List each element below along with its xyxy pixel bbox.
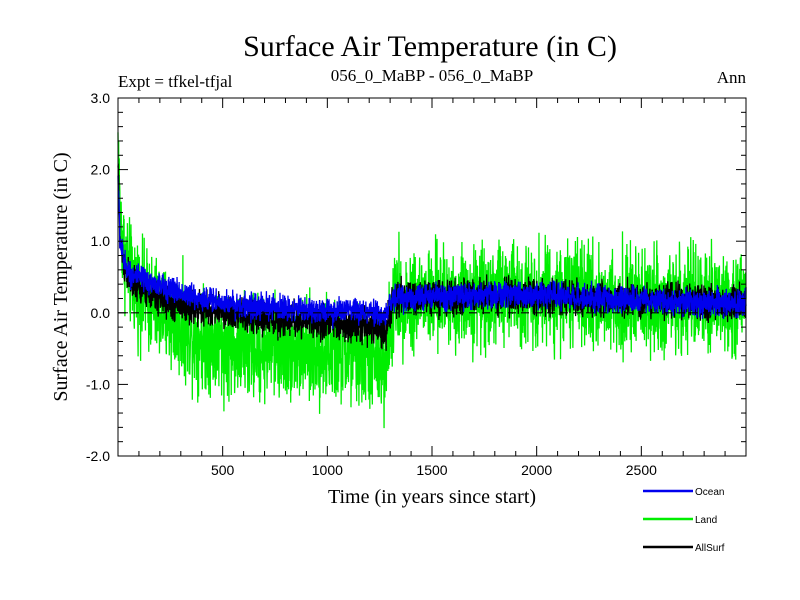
legend-label-allsurf: AllSurf [695,543,725,554]
center-subtitle: 056_0_MaBP - 056_0_MaBP [331,66,533,85]
x-tick-label: 500 [211,462,235,478]
right-subtitle: Ann [717,68,747,87]
y-tick-label: -2.0 [86,448,110,464]
y-axis-label: Surface Air Temperature (in C) [50,152,72,401]
series-line-land [117,132,747,429]
y-tick-label: 0.0 [91,305,111,321]
series-line-allsurf [117,163,747,351]
y-tick-label: 3.0 [91,90,111,106]
x-tick-label: 2000 [521,462,552,478]
y-tick-label: -1.0 [86,376,110,392]
x-tick-label: 2500 [626,462,657,478]
series-line-ocean [117,175,747,329]
legend-label-ocean: Ocean [695,487,724,498]
axis-ticks [118,97,746,457]
y-tick-label: 1.0 [91,233,111,249]
x-tick-label: 1000 [312,462,343,478]
legend-label-land: Land [695,515,717,526]
x-tick-label: 1500 [416,462,447,478]
chart-title: Surface Air Temperature (in C) [243,30,617,63]
y-tick-labels: -2.0 -1.0 0.0 1.0 2.0 3.0 [86,90,110,464]
legend: Ocean Land AllSurf [643,487,725,554]
left-subtitle: Expt = tfkel-tfjal [118,72,233,91]
x-tick-labels: 500 1000 1500 2000 2500 [211,462,657,478]
y-tick-label: 2.0 [91,162,111,178]
plot-series-group [117,132,747,429]
x-axis-label: Time (in years since start) [328,486,536,508]
